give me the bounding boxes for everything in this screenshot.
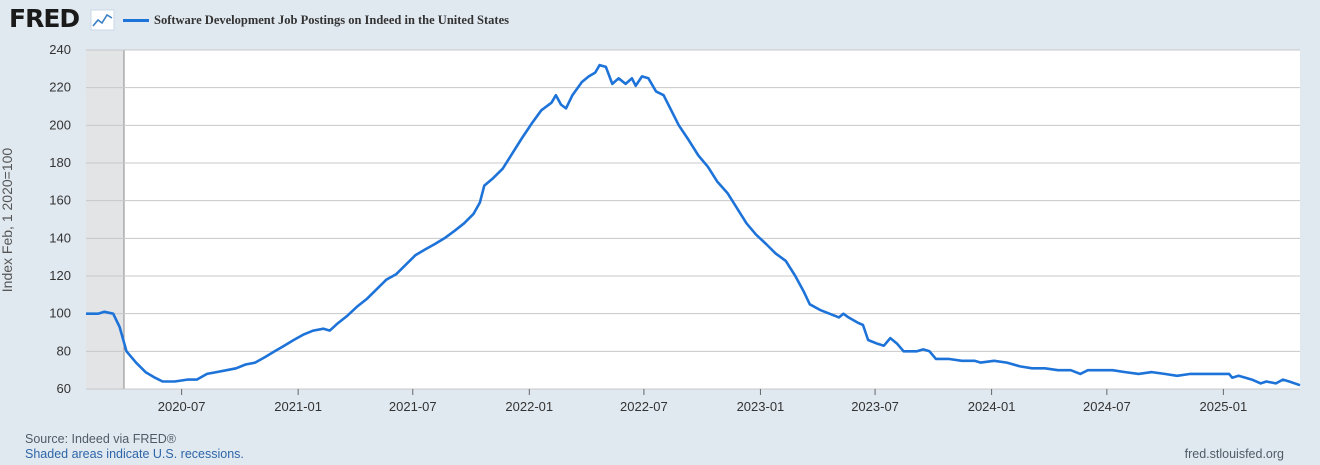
x-tick-label: 2023-07 [851,399,899,414]
site-url[interactable]: fred.stlouisfed.org [1184,447,1284,461]
x-axis-ticks: 2020-07 2021-01 2021-07 2022-01 2022-07 2023-… [158,389,1247,414]
grid-lines [86,49,1300,390]
line-chart-icon [90,9,115,31]
x-tick-label: 2021-07 [389,399,437,414]
y-axis-label-wrap: Index Feb, 1 2020=100 [0,148,31,292]
y-tick-label: 160 [49,193,71,208]
plot-background [86,50,1300,389]
x-tick-label: 2022-07 [620,399,668,414]
y-axis-label: Index Feb, 1 2020=100 [0,147,15,293]
x-tick-label: 2022-01 [505,399,553,414]
recession-band [86,50,124,389]
x-tick-label: 2020-07 [158,399,206,414]
x-tick-label: 2024-07 [1083,399,1131,414]
series-line[interactable] [86,63,1301,387]
legend-label[interactable]: Software Development Job Postings on Ind… [154,12,509,27]
y-tick-label: 60 [57,381,71,396]
y-tick-label: 120 [49,268,71,283]
y-tick-label: 100 [49,306,71,321]
y-tick-label: 200 [49,117,71,132]
legend-swatch [123,18,149,22]
recession-note[interactable]: Shaded areas indicate U.S. recessions. [25,447,244,461]
x-tick-label: 2024-01 [968,399,1016,414]
source-note: Source: Indeed via FRED® [25,432,176,446]
y-tick-label: 240 [49,42,71,57]
chart-header: FRED Software Development Job Postings o… [0,0,1320,40]
y-axis-ticks: 60 80 100 120 140 160 180 200 220 240 [49,42,71,396]
chart-area: 60 80 100 120 140 160 180 200 220 240 2020-07 2021… [49,42,1301,414]
y-tick-label: 220 [49,80,71,95]
y-tick-label: 180 [49,155,71,170]
y-tick-label: 80 [57,343,71,358]
fred-logo[interactable]: FRED [9,4,80,33]
recession-shading [86,50,125,389]
x-tick-label: 2021-01 [274,399,322,414]
x-tick-label: 2025-01 [1200,399,1248,414]
chart-legend: Software Development Job Postings on Ind… [123,11,509,29]
x-tick-label: 2023-01 [737,399,785,414]
y-tick-label: 140 [49,230,71,245]
